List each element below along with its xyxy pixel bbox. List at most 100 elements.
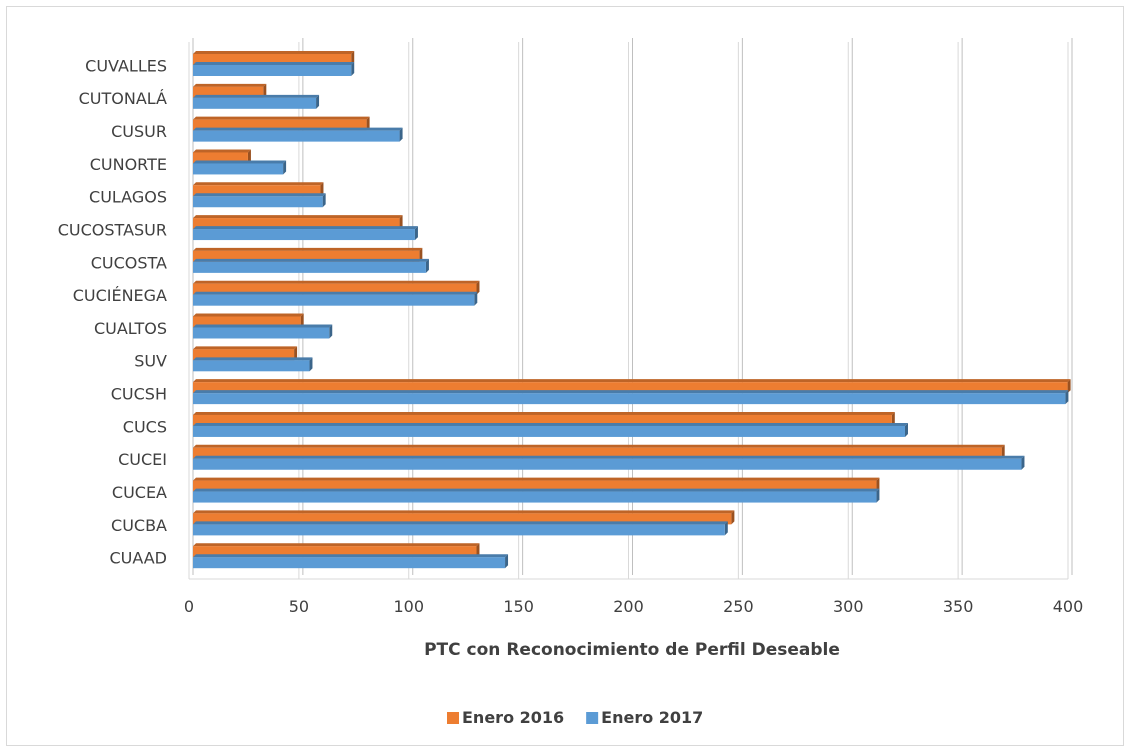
category-labels: CUAAD CUCBA CUCEA CUCEI CUCS CUCSH SUV CUALTOS C… (58, 56, 167, 567)
bar-top (193, 62, 355, 65)
bar-top (193, 357, 313, 361)
bar (193, 97, 317, 109)
tick-labels: 0 50 100 150 200 250 300 350 400 (184, 597, 1083, 616)
bar (193, 119, 367, 131)
bar-side (283, 160, 287, 175)
legend: Enero 2016 Enero 2017 (447, 708, 703, 727)
tick-label: 250 (723, 597, 754, 616)
bar-side (399, 215, 403, 230)
bar-top (193, 554, 509, 558)
legend-swatch (447, 712, 459, 724)
bar (193, 524, 725, 536)
category-label: CUCOSTA (91, 253, 167, 272)
bar (193, 65, 352, 76)
category-label: CUNORTE (90, 155, 167, 174)
legend-label: Enero 2016 (462, 708, 564, 727)
bar-top (193, 324, 333, 328)
bar-top (193, 247, 423, 251)
bar-top (193, 379, 1071, 383)
bar (193, 414, 892, 426)
x-axis-title: PTC con Reconocimiento de Perfil Deseabl… (424, 640, 840, 660)
bar (193, 316, 301, 328)
category-label: CUAAD (109, 549, 167, 568)
bar (193, 152, 248, 164)
bar (193, 261, 426, 273)
bar-side (366, 116, 370, 131)
bar-top (193, 346, 298, 350)
chart-frame (6, 6, 1124, 746)
bar (193, 54, 352, 65)
bar (193, 327, 330, 339)
bar-top (193, 455, 1025, 459)
bar (193, 425, 905, 437)
bar-side (876, 488, 880, 503)
bar-top (193, 291, 478, 295)
bar-side (329, 324, 333, 339)
bar-top (193, 521, 728, 525)
bar-side (476, 280, 480, 295)
bar (193, 546, 477, 558)
bar (193, 229, 415, 241)
category-label: CUCEI (118, 450, 167, 469)
bar-side (399, 127, 403, 142)
bar-side (425, 258, 429, 273)
bar-side (294, 346, 298, 361)
bar-top (193, 215, 403, 219)
bar-side (876, 477, 880, 492)
category-label: CUCIÉNEGA (73, 286, 167, 305)
bar-side (891, 411, 895, 426)
bar-side (505, 554, 509, 569)
bars (193, 51, 1071, 569)
bar-side (351, 62, 355, 76)
bar-top (193, 477, 880, 481)
bar-side (419, 247, 423, 262)
bar-side (247, 149, 251, 164)
bar-side (724, 521, 728, 536)
bar-top (193, 127, 403, 131)
legend-swatch (586, 712, 599, 724)
category-label: CULAGOS (89, 188, 167, 207)
bar (193, 447, 1002, 459)
bar (193, 393, 1066, 405)
bar-top (193, 226, 418, 230)
bar-top (193, 182, 324, 186)
bar-side (300, 313, 304, 328)
bar-top (193, 116, 370, 120)
bar-top (193, 149, 251, 153)
tick-label: 200 (613, 597, 644, 616)
bar-top (193, 390, 1069, 394)
bar (193, 382, 1068, 394)
tick-label: 0 (184, 597, 194, 616)
bar-top (193, 193, 326, 197)
category-label: CUCBA (111, 516, 167, 535)
bar-side (1021, 455, 1025, 470)
tick-label: 150 (503, 597, 534, 616)
bar-side (322, 193, 326, 208)
bar-top (193, 160, 287, 164)
category-label: CUCSH (111, 385, 167, 404)
bar-side (904, 422, 908, 437)
bar-side (476, 543, 480, 558)
bar-top (193, 444, 1005, 448)
tick-label: 300 (833, 597, 864, 616)
category-label: CUTONALÁ (79, 89, 167, 108)
bar-top (193, 83, 267, 87)
bar-side (1067, 379, 1071, 394)
bar (193, 294, 475, 306)
bar-side (1001, 444, 1005, 459)
bar-top (193, 51, 355, 54)
bar-top (193, 488, 880, 492)
bar-top (193, 422, 908, 426)
bar (193, 218, 400, 230)
bar-side (351, 51, 355, 65)
bar-top (193, 313, 304, 317)
bar-top (193, 510, 735, 514)
bar (193, 360, 310, 372)
bar (193, 480, 877, 492)
bar-side (414, 226, 418, 241)
bar (193, 185, 321, 197)
category-label: CUCOSTASUR (58, 220, 167, 239)
tick-label: 50 (289, 597, 309, 616)
bar (193, 283, 477, 295)
